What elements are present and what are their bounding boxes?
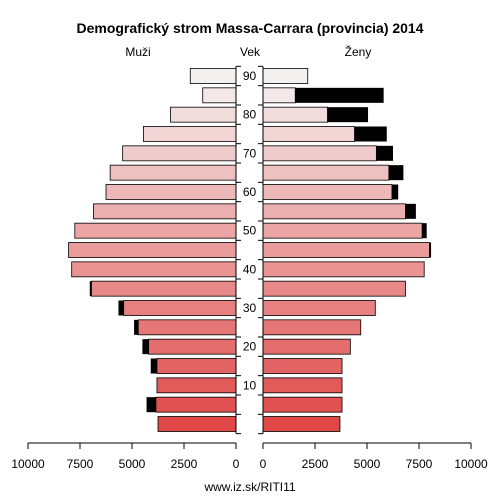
male-bar: [109, 164, 237, 181]
left-x-tick-label: 5000: [119, 457, 146, 471]
male-bar: [91, 280, 237, 297]
female-bars: [262, 68, 432, 432]
female-bar: [262, 164, 390, 181]
female-bar: [262, 184, 393, 200]
age-tick-label: 90: [243, 69, 257, 83]
female-excess-bar: [327, 107, 369, 123]
female-bar: [262, 338, 351, 355]
left-x-tick-label: 0: [233, 457, 240, 471]
age-tick-label: 70: [243, 146, 257, 160]
female-bar: [262, 300, 376, 316]
male-bar: [143, 126, 237, 142]
male-bar: [123, 300, 237, 316]
age-tick-label: 40: [243, 262, 257, 276]
right-x-tick-label: 0: [260, 457, 267, 471]
male-bar: [74, 222, 237, 239]
left-x-tick-label: 10000: [11, 457, 45, 471]
female-bar: [262, 416, 341, 432]
male-bar: [156, 358, 237, 374]
center-axis-label: Vek: [240, 45, 261, 59]
female-excess-bar: [422, 223, 427, 239]
female-excess-bar: [388, 165, 404, 181]
age-tick-label: 50: [243, 224, 257, 238]
male-excess-bar: [134, 319, 139, 335]
female-excess-bar: [405, 203, 416, 219]
female-bar: [262, 377, 343, 394]
male-bar: [122, 145, 237, 162]
male-bar: [68, 242, 237, 258]
right-panel-label: Ženy: [345, 44, 372, 59]
axes: 10000 7500 5000 2500 0 0 2500 5000 7500 10000 10 20…: [11, 65, 488, 471]
male-excess-bar: [142, 339, 149, 355]
age-tick-label: 30: [243, 301, 257, 315]
right-x-tick-label: 5000: [354, 457, 381, 471]
female-bar: [262, 68, 309, 84]
female-excess-bar: [376, 145, 393, 161]
male-bar: [156, 377, 237, 394]
age-tick-label: 10: [243, 378, 257, 392]
female-bar: [262, 203, 406, 220]
female-bar: [262, 261, 425, 278]
chart-title: Demografický strom Massa-Carrara (provin…: [76, 20, 423, 36]
male-bar: [105, 184, 237, 200]
male-bar: [202, 87, 237, 104]
female-bar: [262, 396, 343, 413]
female-bar: [262, 126, 355, 142]
male-bar: [157, 416, 237, 432]
right-x-tick-label: 7500: [406, 457, 433, 471]
male-bar: [155, 396, 237, 413]
age-tick-label: 60: [243, 185, 257, 199]
male-bar: [170, 106, 237, 123]
footer-source: www.iz.sk/RITI11: [203, 480, 295, 494]
left-x-tick-label: 2500: [171, 457, 198, 471]
female-bar: [262, 319, 362, 336]
male-bar: [137, 319, 237, 336]
male-bars: [68, 68, 237, 432]
female-bar: [262, 106, 328, 123]
female-bar: [262, 242, 430, 258]
age-tick-label: 20: [243, 340, 257, 354]
female-bar: [262, 222, 423, 239]
female-bar: [262, 87, 296, 104]
male-bar: [148, 338, 237, 355]
male-excess-bar: [150, 358, 157, 374]
left-x-tick-label: 7500: [67, 457, 94, 471]
left-panel-label: Muži: [125, 45, 150, 59]
male-excess-bar: [118, 300, 124, 316]
female-excess-bar: [295, 87, 384, 103]
right-x-tick-label: 2500: [302, 457, 329, 471]
age-tick-label: 80: [243, 108, 257, 122]
male-excess-bar: [146, 397, 156, 413]
female-excess-bar: [354, 126, 387, 142]
female-bar: [262, 145, 377, 162]
female-bar: [262, 358, 343, 374]
female-bar: [262, 280, 406, 297]
right-x-tick-label: 10000: [454, 457, 488, 471]
male-bar: [93, 203, 237, 220]
female-excess-bar: [391, 184, 399, 200]
female-excess-bar: [429, 242, 432, 258]
male-bar: [71, 261, 237, 278]
male-excess-bar: [89, 281, 92, 297]
male-bar: [189, 68, 237, 84]
